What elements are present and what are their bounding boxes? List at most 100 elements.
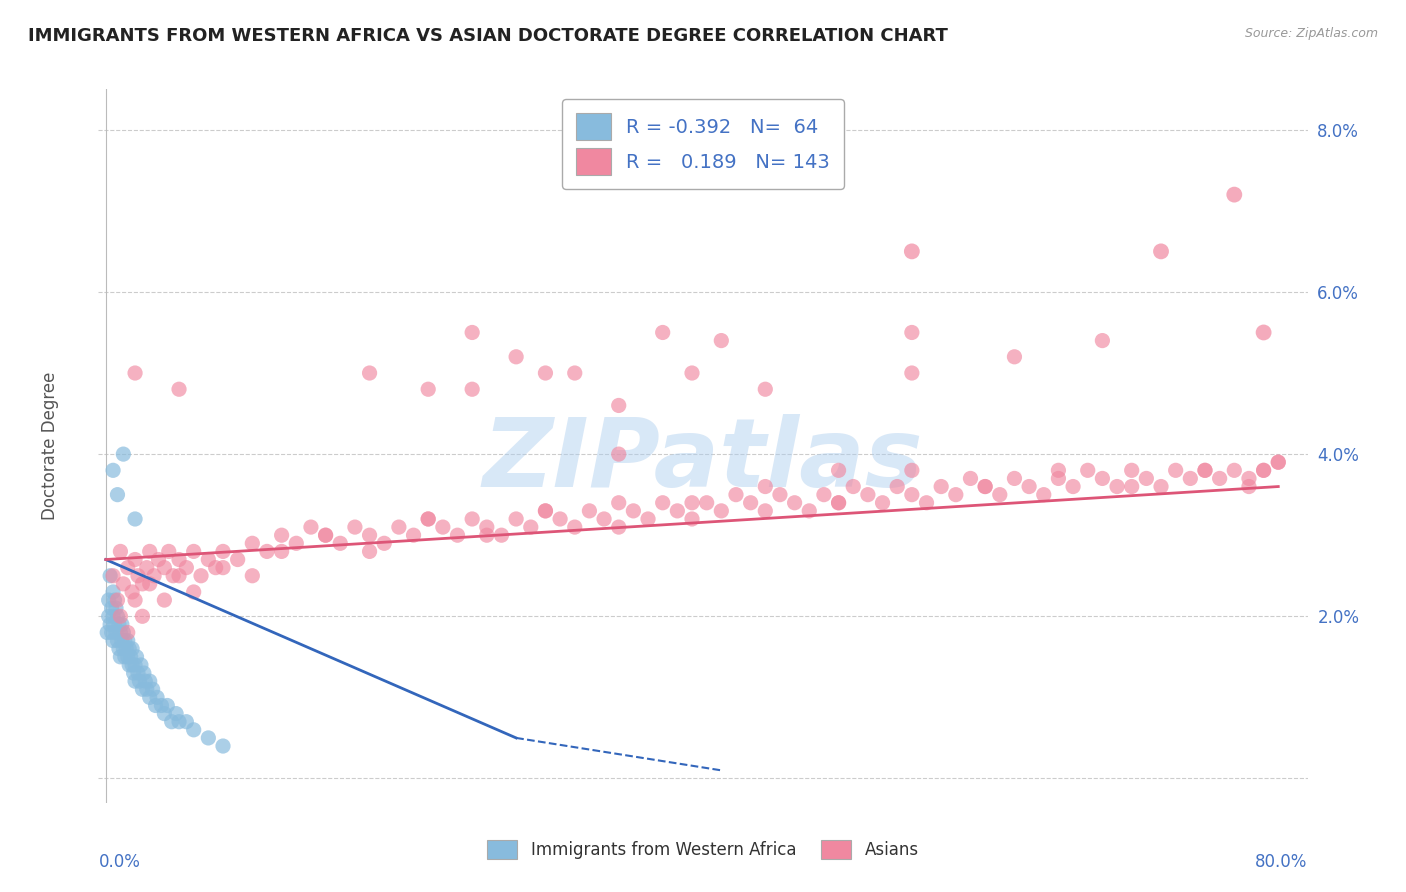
Point: [118, 657, 141, 672]
Point: [97, 593, 120, 607]
Point: [127, 666, 149, 681]
Point: [710, 334, 733, 348]
Point: [153, 560, 176, 574]
Point: [131, 682, 153, 697]
Point: [607, 496, 630, 510]
Point: [162, 568, 184, 582]
Point: [132, 666, 155, 681]
Point: [204, 560, 226, 574]
Point: [111, 617, 134, 632]
Point: [143, 568, 166, 582]
Point: [127, 568, 149, 582]
Point: [564, 366, 586, 380]
Point: [107, 609, 129, 624]
Point: [929, 479, 952, 493]
Point: [167, 552, 190, 566]
Point: [373, 536, 395, 550]
Point: [1267, 455, 1289, 469]
Point: [212, 544, 235, 558]
Point: [176, 714, 198, 729]
Point: [121, 657, 143, 672]
Point: [813, 488, 835, 502]
Point: [128, 674, 150, 689]
Point: [754, 479, 776, 493]
Point: [97, 609, 120, 624]
Point: [212, 739, 235, 753]
Point: [505, 512, 527, 526]
Point: [651, 326, 673, 340]
Point: [1077, 463, 1099, 477]
Point: [1018, 479, 1040, 493]
Point: [1150, 244, 1173, 259]
Point: [183, 585, 205, 599]
Point: [124, 512, 146, 526]
Point: [607, 447, 630, 461]
Point: [343, 520, 366, 534]
Point: [1091, 471, 1114, 485]
Point: [256, 544, 278, 558]
Point: [125, 649, 148, 664]
Point: [1091, 334, 1114, 348]
Point: [842, 479, 865, 493]
Point: [315, 528, 337, 542]
Point: [148, 552, 170, 566]
Point: [103, 617, 125, 632]
Point: [110, 625, 132, 640]
Point: [418, 382, 440, 396]
Point: [1267, 455, 1289, 469]
Point: [101, 585, 124, 599]
Text: IMMIGRANTS FROM WESTERN AFRICA VS ASIAN DOCTORATE DEGREE CORRELATION CHART: IMMIGRANTS FROM WESTERN AFRICA VS ASIAN …: [28, 27, 948, 45]
Point: [117, 633, 139, 648]
Point: [901, 366, 924, 380]
Point: [1032, 488, 1054, 502]
Point: [167, 568, 190, 582]
Point: [1004, 350, 1026, 364]
Point: [124, 657, 146, 672]
Point: [1253, 463, 1275, 477]
Point: [799, 504, 821, 518]
Point: [285, 536, 308, 550]
Text: 0.0%: 0.0%: [98, 853, 141, 871]
Point: [121, 641, 143, 656]
Point: [114, 633, 136, 648]
Point: [138, 674, 160, 689]
Point: [446, 528, 468, 542]
Point: [418, 512, 440, 526]
Point: [114, 649, 136, 664]
Point: [461, 382, 484, 396]
Point: [1253, 463, 1275, 477]
Point: [226, 552, 249, 566]
Point: [101, 568, 124, 582]
Point: [107, 593, 129, 607]
Point: [145, 698, 167, 713]
Point: [359, 528, 381, 542]
Point: [98, 617, 121, 632]
Point: [270, 528, 292, 542]
Point: [117, 649, 139, 664]
Point: [131, 577, 153, 591]
Point: [827, 463, 849, 477]
Point: [1135, 471, 1157, 485]
Point: [124, 366, 146, 380]
Point: [124, 674, 146, 689]
Point: [1062, 479, 1084, 493]
Point: [122, 666, 145, 681]
Point: [548, 512, 571, 526]
Point: [974, 479, 997, 493]
Point: [124, 593, 146, 607]
Point: [100, 601, 122, 615]
Point: [651, 496, 673, 510]
Point: [190, 568, 212, 582]
Point: [637, 512, 659, 526]
Point: [783, 496, 806, 510]
Point: [183, 723, 205, 737]
Point: [115, 641, 138, 656]
Point: [872, 496, 894, 510]
Point: [915, 496, 938, 510]
Point: [98, 568, 121, 582]
Point: [1237, 471, 1260, 485]
Point: [103, 593, 125, 607]
Point: [131, 609, 153, 624]
Point: [593, 512, 616, 526]
Point: [564, 520, 586, 534]
